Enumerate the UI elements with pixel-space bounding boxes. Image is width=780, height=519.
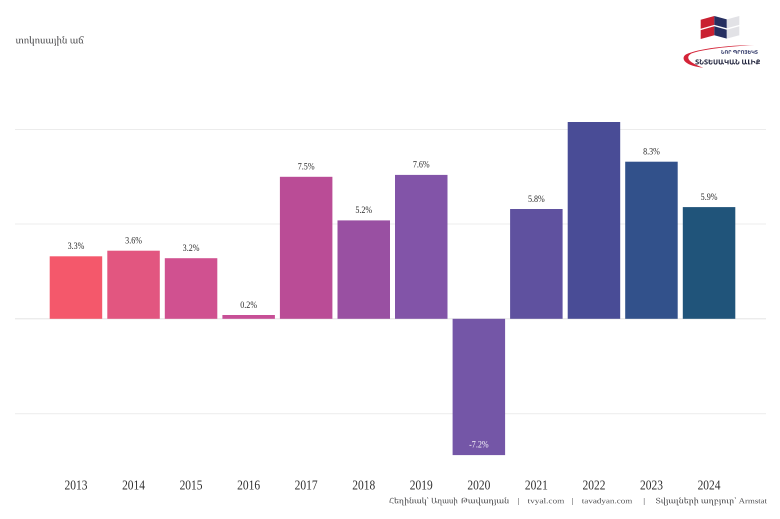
svg-text:3.6%: 3.6% (125, 235, 142, 246)
svg-text:2022: 2022 (582, 477, 605, 492)
svg-text:2021: 2021 (525, 477, 548, 492)
svg-text:2015: 2015 (180, 477, 203, 492)
svg-text:3.2%: 3.2% (183, 242, 200, 253)
svg-text:2013: 2013 (64, 477, 87, 492)
svg-text:2020: 2020 (467, 477, 490, 492)
svg-text:7.6%: 7.6% (413, 159, 430, 170)
svg-text:2016: 2016 (237, 477, 260, 492)
svg-text:2023: 2023 (640, 477, 663, 492)
svg-text:2017: 2017 (295, 477, 318, 492)
svg-text:0.2%: 0.2% (240, 299, 257, 310)
svg-text:2018: 2018 (352, 477, 375, 492)
svg-text:2024: 2024 (698, 477, 721, 492)
svg-text:7.5%: 7.5% (298, 161, 315, 172)
svg-text:5.8%: 5.8% (528, 193, 545, 204)
svg-text:5.9%: 5.9% (701, 191, 718, 202)
svg-text:-7.2%: -7.2% (469, 439, 489, 450)
svg-text:8.3%: 8.3% (643, 146, 660, 157)
svg-text:2019: 2019 (410, 477, 433, 492)
svg-text:3.3%: 3.3% (68, 240, 85, 251)
svg-text:5.2%: 5.2% (355, 205, 372, 216)
svg-text:2014: 2014 (122, 477, 145, 492)
